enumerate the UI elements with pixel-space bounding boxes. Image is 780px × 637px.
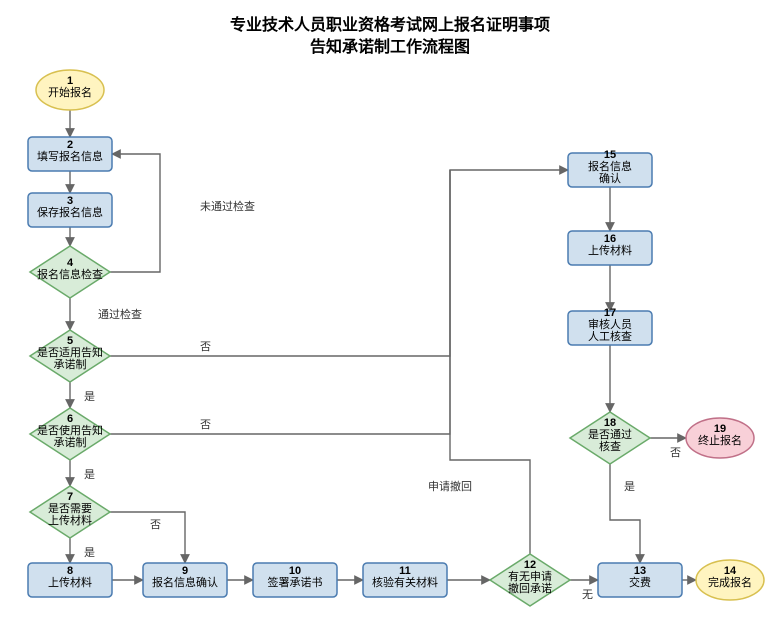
- node-label-16-0: 上传材料: [588, 243, 632, 257]
- node-6: 6是否使用告知承诺制: [30, 408, 110, 460]
- node-label-7-1: 上传材料: [48, 513, 92, 527]
- edge-label-12-13: 无: [582, 589, 593, 601]
- edge-label-7-9: 否: [150, 519, 161, 531]
- node-3: 3保存报名信息: [28, 193, 112, 227]
- edge-label-4-5: 通过检查: [98, 307, 142, 321]
- node-5: 5是否适用告知承诺制: [30, 330, 110, 382]
- node-label-18-0: 是否通过: [588, 428, 632, 441]
- node-label-9-0: 报名信息确认: [152, 575, 218, 589]
- node-label-18-1: 核查: [599, 439, 621, 453]
- node-label-17-0: 审核人员: [588, 317, 632, 331]
- edge-12-15: [450, 170, 530, 554]
- node-label-6-1: 承诺制: [54, 436, 87, 449]
- node-label-1-0: 开始报名: [48, 85, 92, 99]
- node-2: 2填写报名信息: [28, 137, 112, 171]
- node-label-14-0: 完成报名: [708, 575, 752, 589]
- node-label-3-0: 保存报名信息: [37, 205, 103, 219]
- node-num-8: 8: [67, 565, 73, 577]
- node-num-18: 18: [604, 417, 616, 429]
- node-10: 10签署承诺书: [253, 563, 337, 597]
- node-label-5-0: 是否适用告知: [37, 345, 103, 359]
- node-7: 7是否需要上传材料: [30, 486, 110, 538]
- node-label-7-0: 是否需要: [48, 502, 92, 515]
- edge-label-18-13: 是: [624, 480, 635, 493]
- edge-label-12-15: 申请撤回: [428, 479, 472, 493]
- node-num-13: 13: [634, 565, 646, 577]
- node-12: 12有无申请撤回承诺: [490, 554, 570, 606]
- edge-7-9: [110, 512, 185, 563]
- node-num-1: 1: [67, 75, 73, 87]
- node-label-5-1: 承诺制: [54, 358, 87, 371]
- edge-label-5-6: 是: [84, 390, 95, 403]
- edge-18-13: [610, 464, 640, 563]
- edge-label-18-19: 否: [670, 447, 681, 459]
- node-num-17: 17: [604, 307, 616, 319]
- node-label-15-0: 报名信息: [588, 159, 632, 173]
- node-13: 13交费: [598, 563, 682, 597]
- node-label-12-0: 有无申请: [508, 569, 552, 583]
- edge-label-6-15: 否: [200, 419, 211, 431]
- node-label-6-0: 是否使用告知: [37, 423, 103, 437]
- node-label-12-1: 撤回承诺: [508, 581, 552, 595]
- node-16: 16上传材料: [568, 231, 652, 265]
- node-label-13-0: 交费: [629, 575, 651, 589]
- node-num-9: 9: [182, 565, 188, 577]
- node-label-2-0: 填写报名信息: [37, 149, 103, 163]
- title-line1: 专业技术人员职业资格考试网上报名证明事项: [230, 15, 550, 34]
- node-num-15: 15: [604, 149, 616, 161]
- edge-4-2: [110, 154, 160, 272]
- node-15: 15报名信息确认: [568, 149, 652, 187]
- node-num-7: 7: [67, 491, 73, 503]
- edge-label-6-7: 是: [84, 468, 95, 481]
- edge-label-5-15: 否: [200, 341, 211, 353]
- node-num-6: 6: [67, 413, 73, 425]
- node-9: 9报名信息确认: [143, 563, 227, 597]
- node-num-3: 3: [67, 195, 73, 207]
- node-label-8-0: 上传材料: [48, 575, 92, 589]
- node-num-14: 14: [724, 565, 737, 577]
- node-label-4-0: 报名信息检查: [37, 267, 103, 281]
- node-11: 11核验有关材料: [363, 563, 447, 597]
- edge-label-7-8: 是: [84, 546, 95, 559]
- edge-5-15: [110, 170, 568, 356]
- node-num-5: 5: [67, 335, 73, 347]
- edge-label-4-2: 未通过检查: [200, 199, 255, 213]
- edge-6-15: [110, 170, 450, 434]
- node-num-12: 12: [524, 559, 536, 571]
- node-num-19: 19: [714, 423, 726, 435]
- node-label-19-0: 终止报名: [698, 433, 742, 447]
- node-label-10-0: 签署承诺书: [268, 575, 323, 589]
- node-19: 19终止报名: [686, 418, 754, 458]
- node-num-2: 2: [67, 139, 73, 151]
- node-label-11-0: 核验有关材料: [372, 575, 438, 589]
- node-14: 14完成报名: [696, 560, 764, 600]
- title-line2: 告知承诺制工作流程图: [310, 37, 470, 56]
- node-18: 18是否通过核查: [570, 412, 650, 464]
- node-8: 8上传材料: [28, 563, 112, 597]
- node-label-15-1: 确认: [599, 172, 621, 185]
- node-num-4: 4: [67, 257, 74, 269]
- node-1: 1开始报名: [36, 70, 104, 110]
- node-17: 17审核人员人工核查: [568, 307, 652, 345]
- node-4: 4报名信息检查: [30, 246, 110, 298]
- node-num-16: 16: [604, 233, 616, 245]
- node-label-17-1: 人工核查: [588, 329, 632, 343]
- node-num-11: 11: [399, 565, 411, 577]
- node-num-10: 10: [289, 565, 301, 577]
